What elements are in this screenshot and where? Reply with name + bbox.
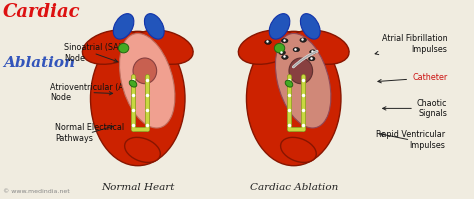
Ellipse shape: [145, 14, 164, 39]
Text: Atrioventricular (AV)
Node: Atrioventricular (AV) Node: [50, 83, 132, 102]
Ellipse shape: [91, 31, 185, 166]
Ellipse shape: [119, 33, 175, 128]
Ellipse shape: [275, 33, 331, 128]
Ellipse shape: [300, 38, 307, 42]
Text: Normal Heart: Normal Heart: [101, 183, 174, 192]
Ellipse shape: [290, 30, 349, 64]
Text: Ablation: Ablation: [3, 56, 75, 70]
Ellipse shape: [238, 30, 297, 64]
Ellipse shape: [113, 14, 134, 39]
Ellipse shape: [285, 80, 293, 87]
Ellipse shape: [301, 14, 320, 39]
Text: Rapid Ventricular
Impulses: Rapid Ventricular Impulses: [376, 130, 445, 150]
Ellipse shape: [309, 57, 315, 61]
Text: Chaotic
Signals: Chaotic Signals: [383, 99, 447, 118]
Ellipse shape: [282, 39, 288, 43]
Ellipse shape: [279, 50, 285, 55]
Ellipse shape: [289, 58, 313, 84]
Ellipse shape: [134, 30, 193, 64]
Text: Atrial Fibrillation
Impulses: Atrial Fibrillation Impulses: [375, 34, 447, 55]
Ellipse shape: [246, 31, 341, 166]
Text: Normal Electrical
Pathways: Normal Electrical Pathways: [55, 123, 124, 143]
Ellipse shape: [125, 137, 160, 162]
Ellipse shape: [82, 30, 141, 64]
Ellipse shape: [293, 47, 300, 52]
Text: Cardiac: Cardiac: [3, 3, 81, 21]
Ellipse shape: [129, 80, 137, 87]
Text: Catheter: Catheter: [378, 73, 447, 83]
Ellipse shape: [282, 55, 288, 59]
Ellipse shape: [281, 137, 316, 162]
Ellipse shape: [264, 40, 271, 44]
Ellipse shape: [118, 43, 129, 53]
Text: Cardiac Ablation: Cardiac Ablation: [250, 183, 338, 192]
Ellipse shape: [133, 58, 156, 84]
Ellipse shape: [310, 50, 316, 54]
Ellipse shape: [274, 43, 285, 53]
Text: Sinoatrial (SA)
Node: Sinoatrial (SA) Node: [64, 43, 122, 63]
Ellipse shape: [269, 14, 290, 39]
Text: © www.medindia.net: © www.medindia.net: [3, 189, 70, 194]
